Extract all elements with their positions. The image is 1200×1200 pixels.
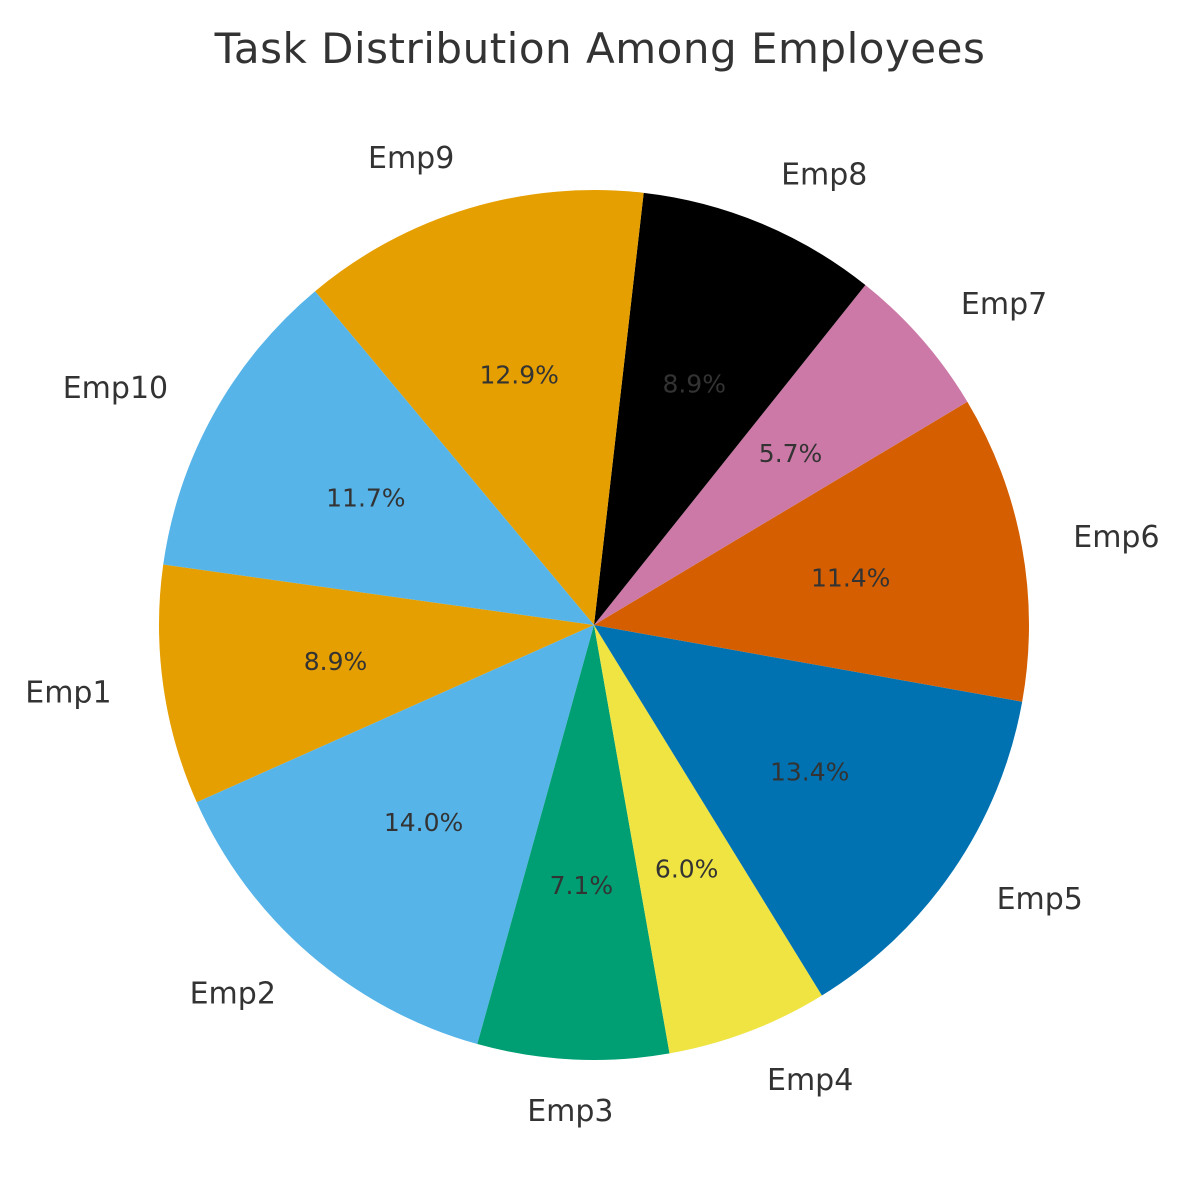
pct-label-emp1: 8.9%	[304, 647, 368, 676]
pie-slice-emp10	[163, 291, 595, 625]
pie-slice-emp6	[594, 401, 1030, 702]
category-label-emp1: Emp1	[25, 675, 111, 710]
pie-slice-emp9	[315, 190, 644, 625]
category-labels: Emp1 Emp2 Emp3 Emp4 Emp5 Emp6 Emp7 Emp8 Emp9 Emp1…	[25, 141, 1159, 1129]
pct-label-emp4: 6.0%	[655, 854, 719, 883]
category-label-emp6: Emp6	[1073, 520, 1159, 555]
pie-slice-emp4	[594, 625, 822, 1054]
category-label-emp5: Emp5	[997, 882, 1083, 917]
category-label-emp2: Emp2	[190, 977, 276, 1012]
pie-slice-emp1	[158, 564, 594, 803]
category-label-emp8: Emp8	[781, 158, 867, 193]
pie-slice-emp5	[594, 625, 1023, 996]
pct-label-emp10: 11.7%	[326, 484, 405, 513]
pct-label-emp7: 5.7%	[759, 439, 823, 468]
pie-slices	[158, 190, 1030, 1061]
pie-slice-emp7	[594, 285, 968, 625]
category-label-emp3: Emp3	[527, 1094, 613, 1129]
pct-label-emp3: 7.1%	[550, 871, 614, 900]
category-label-emp7: Emp7	[961, 287, 1047, 322]
pie-slice-emp8	[594, 192, 866, 625]
chart-title: Task Distribution Among Employees	[214, 24, 986, 73]
pct-label-emp5: 13.4%	[770, 758, 849, 787]
pct-label-emp8: 8.9%	[662, 370, 726, 399]
pie-slice-emp2	[196, 625, 595, 1045]
pct-label-emp9: 12.9%	[479, 360, 558, 389]
category-label-emp10: Emp10	[63, 371, 168, 406]
pie-slice-emp3	[477, 625, 670, 1061]
percentage-labels: 8.9% 14.0% 7.1% 6.0% 13.4% 11.4% 5.7% 8.9% 12.9%…	[304, 360, 891, 900]
pct-label-emp2: 14.0%	[384, 808, 463, 837]
category-label-emp4: Emp4	[767, 1063, 853, 1098]
category-label-emp9: Emp9	[368, 141, 454, 176]
pct-label-emp6: 11.4%	[811, 564, 890, 593]
